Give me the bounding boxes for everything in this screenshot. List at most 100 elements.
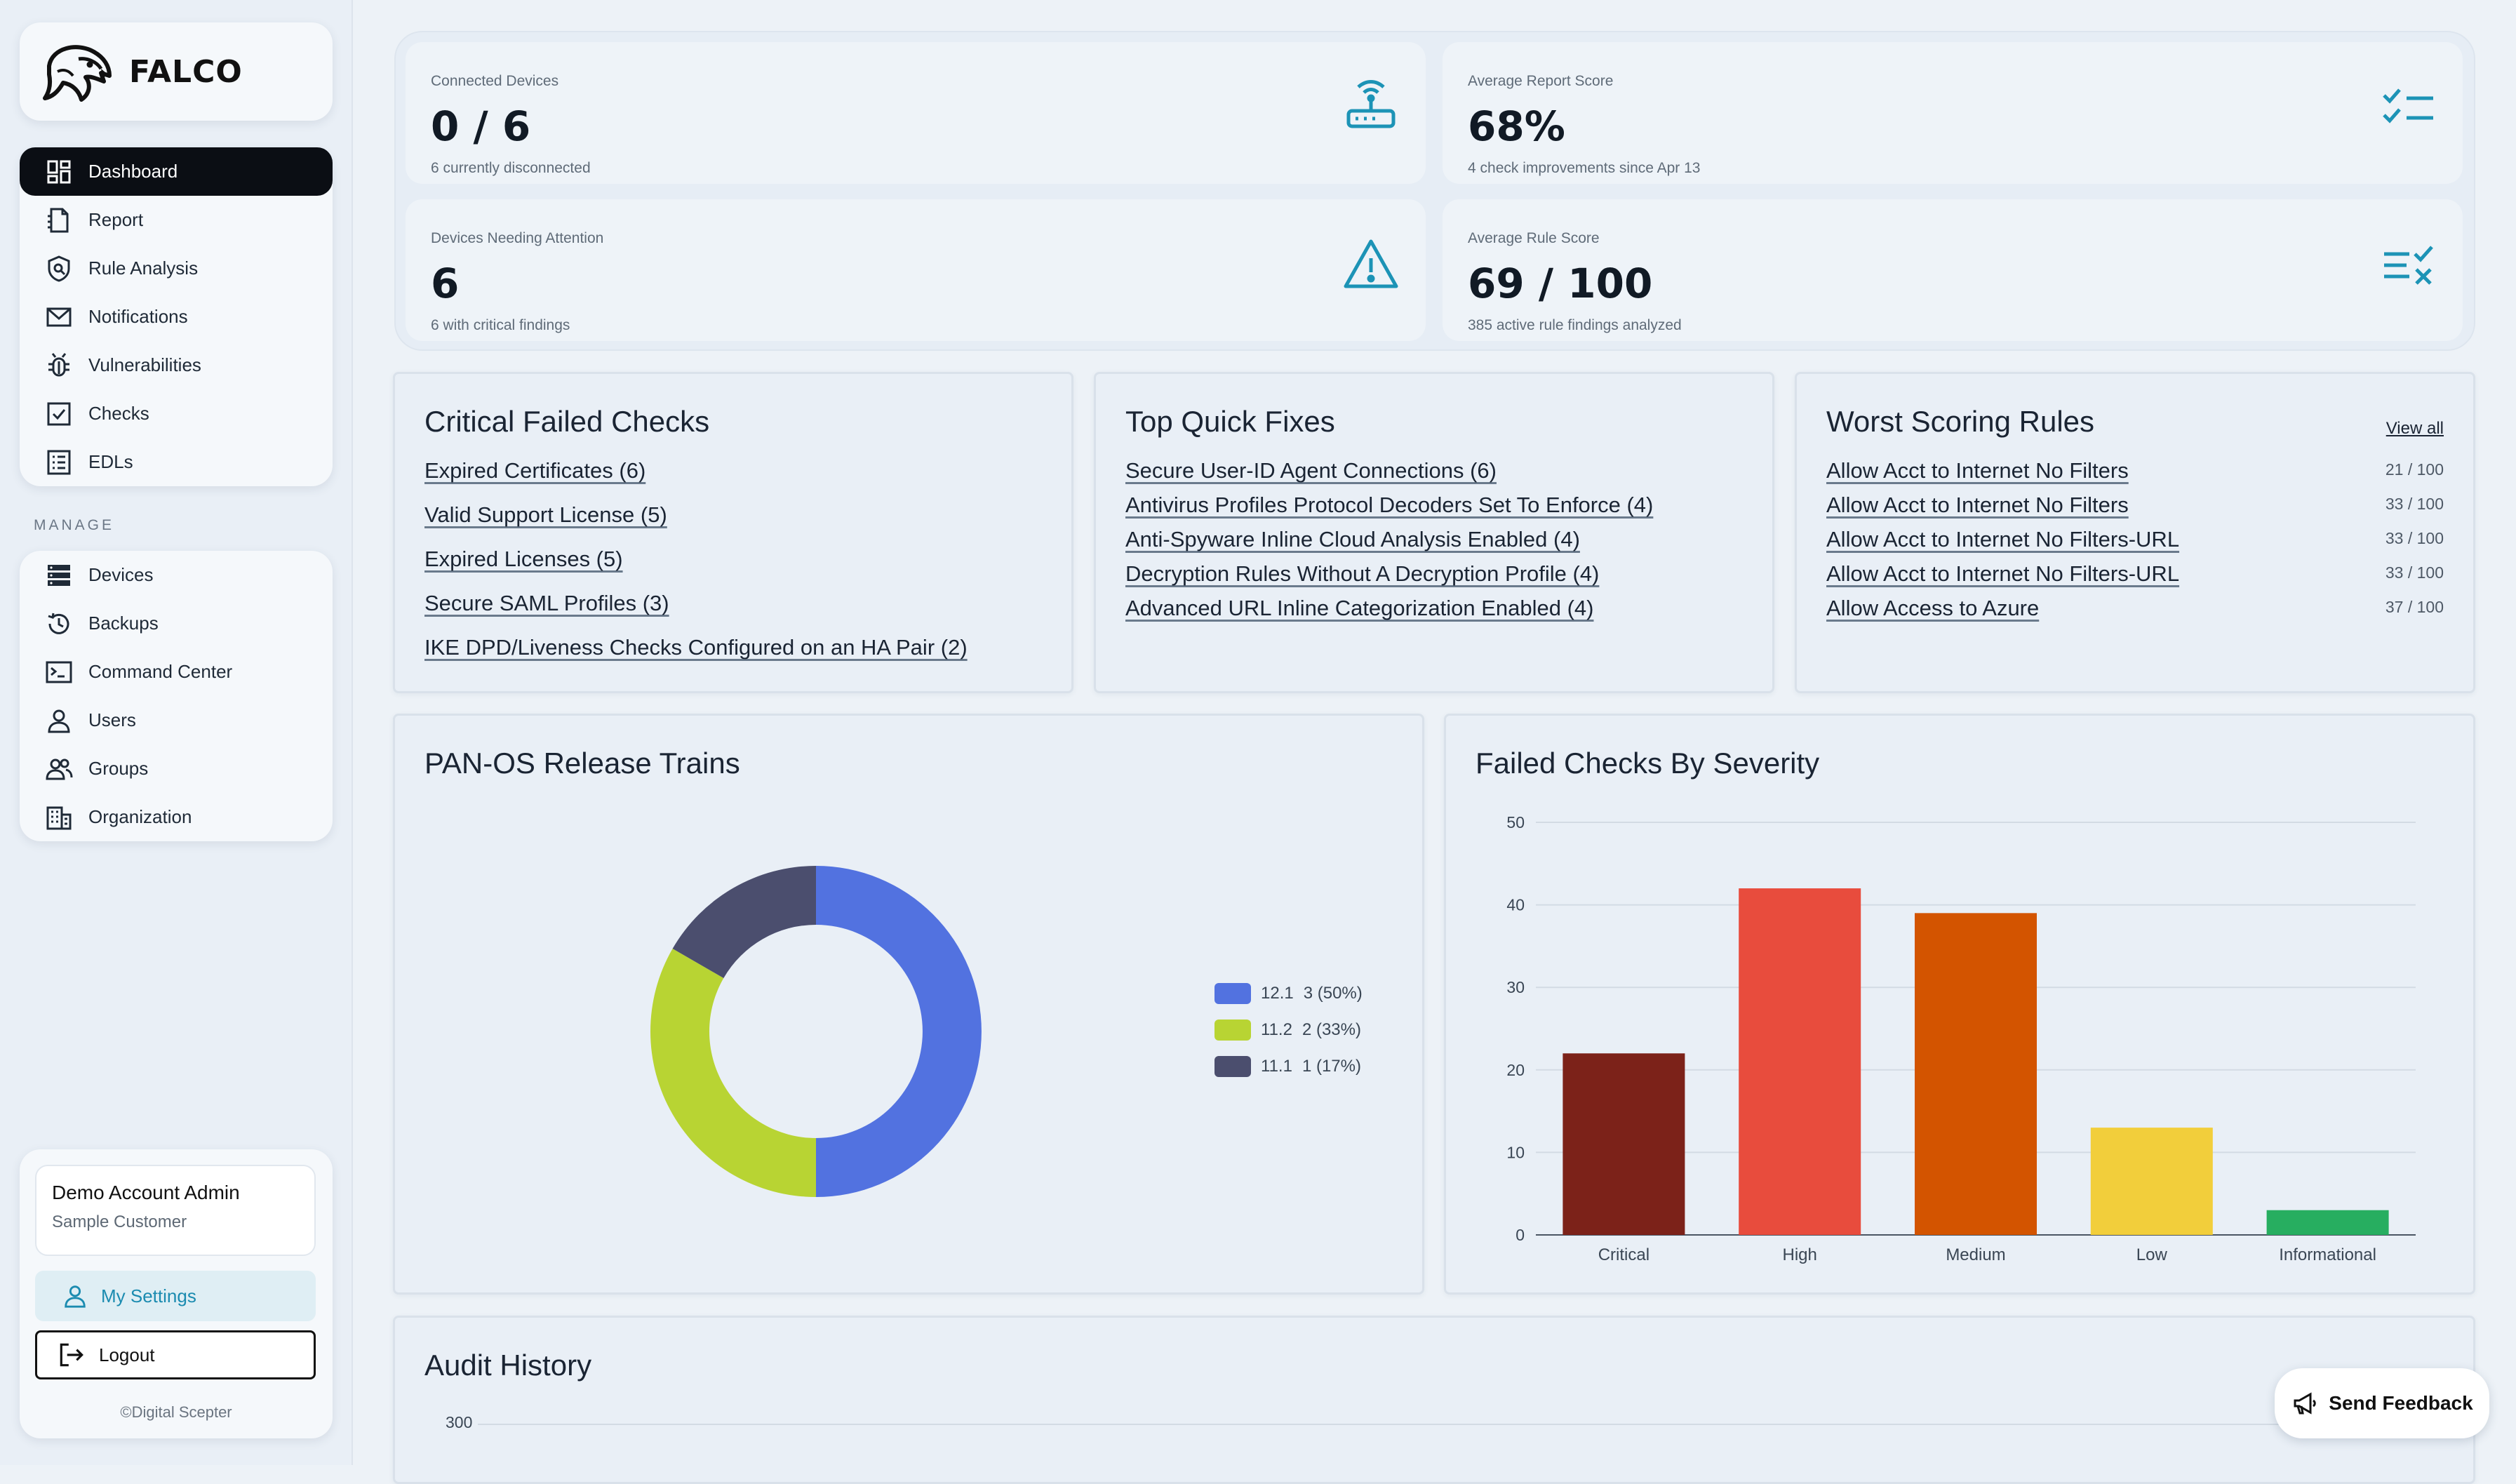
nav-backups[interactable]: Backups — [20, 599, 333, 648]
panel-title: Failed Checks By Severity — [1476, 747, 1820, 780]
nav-users[interactable]: Users — [20, 696, 333, 744]
x-axis-tick: Medium — [1946, 1245, 2005, 1264]
donut-slice-11.1[interactable] — [672, 866, 816, 978]
legend-item[interactable]: 11.1 1 (17%) — [1214, 1048, 1363, 1085]
stat-label: Average Report Score — [1468, 73, 1614, 89]
report-icon — [48, 208, 69, 232]
legend-value: 2 (33%) — [1302, 1020, 1361, 1039]
stat-value: 69 / 100 — [1468, 260, 1653, 307]
bar-critical[interactable] — [1563, 1053, 1685, 1235]
nav-notifications[interactable]: Notifications — [20, 293, 333, 341]
stat-value: 68% — [1468, 102, 1565, 150]
stat-label: Average Rule Score — [1468, 230, 1600, 246]
bar-medium[interactable] — [1915, 913, 2037, 1235]
top-quick-fixes-panel: Top Quick Fixes Secure User-ID Agent Con… — [1094, 372, 1774, 693]
nav-vulnerabilities[interactable]: Vulnerabilities — [20, 341, 333, 389]
critical-check-link[interactable]: Expired Certificates (6) — [424, 458, 646, 483]
legend-label: 11.1 — [1261, 1057, 1292, 1076]
legend-swatch — [1214, 1020, 1251, 1041]
nav-report[interactable]: Report — [20, 196, 333, 244]
panel-title: Audit History — [424, 1349, 592, 1382]
nav-command-center[interactable]: Command Center — [20, 648, 333, 696]
bar-low[interactable] — [2090, 1128, 2213, 1235]
critical-check-link[interactable]: Expired Licenses (5) — [424, 547, 623, 571]
my-settings-button[interactable]: My Settings — [35, 1271, 316, 1321]
release-trains-legend: 12.1 3 (50%) 11.2 2 (33%) 11.1 1 (17%) — [1214, 975, 1363, 1085]
account-org: Sample Customer — [52, 1212, 187, 1231]
stat-label: Connected Devices — [431, 73, 559, 89]
copyright-text: ©Digital Scepter — [120, 1403, 232, 1421]
stat-connected-devices[interactable]: Connected Devices 0 / 6 6 currently disc… — [406, 42, 1426, 184]
rule-score-icon — [2384, 246, 2433, 285]
legend-item[interactable]: 12.1 3 (50%) — [1214, 975, 1363, 1012]
critical-check-link[interactable]: Secure SAML Profiles (3) — [424, 591, 669, 615]
nav-edls[interactable]: EDLs — [20, 438, 333, 486]
nav-checks[interactable]: Checks — [20, 389, 333, 438]
logo-card[interactable]: FALCO — [20, 22, 333, 121]
rule-link[interactable]: Allow Acct to Internet No Filters — [1826, 458, 2129, 483]
legend-item[interactable]: 11.2 2 (33%) — [1214, 1012, 1363, 1048]
rule-link[interactable]: Allow Acct to Internet No Filters — [1826, 493, 2129, 517]
legend-swatch — [1214, 983, 1251, 1004]
rule-score: 33 / 100 — [2385, 495, 2444, 513]
critical-check-link[interactable]: Valid Support License (5) — [424, 502, 667, 527]
nav-label: Dashboard — [88, 161, 178, 182]
quick-fix-link[interactable]: Secure User-ID Agent Connections (6) — [1125, 458, 1497, 483]
view-all-link[interactable]: View all — [2385, 419, 2444, 438]
x-axis-tick: High — [1783, 1245, 1817, 1264]
critical-check-link[interactable]: IKE DPD/Liveness Checks Configured on an… — [424, 635, 968, 660]
checkbox-icon — [47, 402, 71, 425]
nav-label: Rule Analysis — [88, 258, 199, 279]
quick-fix-link[interactable]: Decryption Rules Without A Decryption Pr… — [1125, 561, 1600, 586]
nav-dashboard[interactable]: Dashboard — [20, 147, 333, 196]
nav-label: Command Center — [88, 661, 233, 682]
sidebar: FALCO Dashboard Report Rule Analysis Not… — [0, 0, 353, 1465]
legend-label: 12.1 — [1261, 984, 1294, 1003]
account-name: Demo Account Admin — [52, 1182, 240, 1203]
nav-rule-analysis[interactable]: Rule Analysis — [20, 244, 333, 293]
rule-analysis-icon — [48, 255, 70, 282]
dashboard-icon — [47, 160, 71, 183]
nav-label: Report — [88, 209, 144, 230]
x-axis-tick: Critical — [1598, 1245, 1650, 1264]
stat-sub: 4 check improvements since Apr 13 — [1468, 160, 1701, 176]
panel-title: Critical Failed Checks — [424, 405, 710, 438]
stat-devices-needing-attention[interactable]: Devices Needing Attention 6 6 with criti… — [406, 199, 1426, 341]
nav-groups[interactable]: Groups — [20, 744, 333, 793]
donut-slice-11.2[interactable] — [650, 949, 816, 1197]
main-nav: Dashboard Report Rule Analysis Notificat… — [20, 147, 333, 486]
legend-label: 11.2 — [1261, 1020, 1292, 1039]
y-axis-tick: 50 — [1506, 813, 1525, 831]
stat-average-report-score[interactable]: Average Report Score 68% 4 check improve… — [1443, 42, 2463, 184]
nav-label: Notifications — [88, 306, 188, 327]
rule-link[interactable]: Allow Acct to Internet No Filters-URL — [1826, 561, 2180, 586]
rule-link[interactable]: Allow Acct to Internet No Filters-URL — [1826, 527, 2180, 552]
quick-fix-link[interactable]: Anti-Spyware Inline Cloud Analysis Enabl… — [1125, 527, 1580, 552]
account-card: Demo Account Admin Sample Customer My Se… — [20, 1149, 333, 1438]
bar-informational[interactable] — [2266, 1210, 2389, 1235]
account-summary[interactable]: Demo Account Admin Sample Customer — [35, 1165, 316, 1256]
nav-label: Groups — [88, 758, 149, 779]
logout-button[interactable]: Logout — [35, 1330, 316, 1379]
quick-fix-link[interactable]: Advanced URL Inline Categorization Enabl… — [1125, 596, 1594, 620]
x-axis-tick: Informational — [2279, 1245, 2376, 1264]
y-axis-tick: 40 — [1506, 896, 1525, 914]
brand-name: FALCO — [129, 53, 243, 90]
feedback-label: Send Feedback — [2329, 1392, 2473, 1414]
manage-section-label: MANAGE — [34, 517, 115, 533]
bar-high[interactable] — [1739, 888, 1861, 1235]
legend-swatch — [1214, 1056, 1251, 1077]
quick-fix-link[interactable]: Antivirus Profiles Protocol Decoders Set… — [1125, 493, 1654, 517]
logout-label: Logout — [99, 1344, 155, 1365]
warning-icon — [1344, 239, 1398, 288]
nav-organization[interactable]: Organization — [20, 793, 333, 841]
history-icon — [48, 613, 69, 634]
rule-link[interactable]: Allow Access to Azure — [1826, 596, 2040, 620]
logout-icon — [60, 1343, 83, 1367]
donut-slice-12.1[interactable] — [816, 866, 982, 1197]
stat-average-rule-score[interactable]: Average Rule Score 69 / 100 385 active r… — [1443, 199, 2463, 341]
send-feedback-button[interactable]: Send Feedback — [2275, 1368, 2489, 1438]
legend-value: 3 (50%) — [1303, 984, 1363, 1003]
y-axis-tick: 300 — [446, 1413, 473, 1431]
nav-devices[interactable]: Devices — [20, 551, 333, 599]
